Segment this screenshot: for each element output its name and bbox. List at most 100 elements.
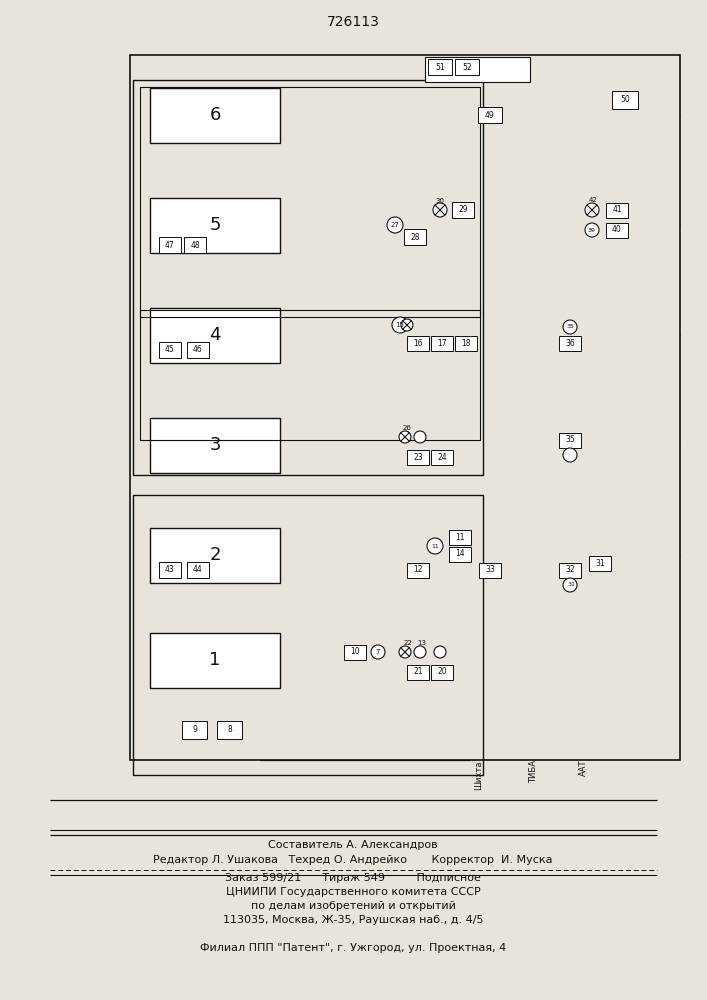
Bar bbox=[133, 80, 483, 475]
Text: 15: 15 bbox=[395, 322, 404, 328]
Circle shape bbox=[585, 203, 599, 217]
Text: 9: 9 bbox=[192, 726, 197, 734]
Bar bbox=[187, 562, 209, 578]
Circle shape bbox=[401, 319, 413, 331]
Text: 4: 4 bbox=[209, 326, 221, 344]
Text: 1: 1 bbox=[209, 651, 221, 669]
Text: 3: 3 bbox=[209, 436, 221, 454]
Bar bbox=[150, 633, 280, 688]
Circle shape bbox=[371, 645, 385, 659]
Bar bbox=[218, 721, 243, 739]
Circle shape bbox=[427, 538, 443, 554]
Text: 14: 14 bbox=[455, 550, 464, 558]
Text: 31: 31 bbox=[595, 558, 604, 568]
Text: 52: 52 bbox=[462, 62, 472, 72]
Bar bbox=[559, 432, 581, 448]
Text: 28: 28 bbox=[410, 232, 420, 241]
Bar bbox=[407, 562, 429, 578]
Bar bbox=[407, 336, 429, 351]
Bar bbox=[606, 202, 628, 218]
Text: 2: 2 bbox=[209, 546, 221, 564]
Bar bbox=[449, 546, 471, 562]
Text: 21: 21 bbox=[414, 668, 423, 676]
Bar bbox=[404, 229, 426, 245]
Bar bbox=[150, 88, 280, 143]
Text: 36: 36 bbox=[565, 338, 575, 348]
Bar bbox=[612, 91, 638, 109]
Bar bbox=[407, 450, 429, 464]
Text: 32: 32 bbox=[565, 566, 575, 574]
Circle shape bbox=[399, 646, 411, 658]
Bar bbox=[452, 202, 474, 218]
Bar bbox=[431, 664, 453, 680]
Bar bbox=[140, 87, 480, 317]
Text: 11: 11 bbox=[431, 544, 439, 548]
Text: Редактор Л. Ушакова   Техред О. Андрейко       Корректор  И. Муска: Редактор Л. Ушакова Техред О. Андрейко К… bbox=[153, 855, 553, 865]
Text: 12: 12 bbox=[414, 566, 423, 574]
Circle shape bbox=[399, 431, 411, 443]
Bar bbox=[150, 418, 280, 473]
Bar bbox=[150, 308, 280, 363]
Bar bbox=[431, 336, 453, 351]
Bar bbox=[431, 450, 453, 464]
Text: 10: 10 bbox=[350, 648, 360, 656]
Text: 5: 5 bbox=[209, 216, 221, 234]
Text: Филиал ППП "Патент", г. Ужгород, ул. Проектная, 4: Филиал ППП "Патент", г. Ужгород, ул. Про… bbox=[200, 943, 506, 953]
Bar bbox=[559, 562, 581, 578]
Circle shape bbox=[563, 320, 577, 334]
Bar bbox=[150, 528, 280, 583]
Text: Составитель А. Александров: Составитель А. Александров bbox=[268, 840, 438, 850]
Text: ТИБА: ТИБА bbox=[529, 760, 538, 783]
Bar bbox=[159, 237, 181, 253]
Text: 16: 16 bbox=[413, 338, 423, 348]
Circle shape bbox=[433, 203, 447, 217]
Bar bbox=[184, 237, 206, 253]
Text: 7: 7 bbox=[375, 649, 380, 655]
Bar bbox=[344, 645, 366, 660]
Text: 6: 6 bbox=[209, 106, 221, 124]
Circle shape bbox=[392, 317, 408, 333]
Text: 23: 23 bbox=[413, 452, 423, 462]
Text: 26: 26 bbox=[402, 425, 411, 431]
Circle shape bbox=[563, 448, 577, 462]
Bar bbox=[589, 556, 611, 570]
Text: 31: 31 bbox=[567, 582, 575, 587]
Text: 17: 17 bbox=[437, 338, 447, 348]
Bar bbox=[478, 107, 502, 123]
Bar bbox=[425, 57, 530, 82]
Bar bbox=[479, 562, 501, 578]
Text: 49: 49 bbox=[485, 110, 495, 119]
Text: ААТ: ААТ bbox=[579, 760, 588, 776]
Text: 40: 40 bbox=[612, 226, 622, 234]
Bar bbox=[182, 721, 207, 739]
Bar bbox=[455, 59, 479, 75]
Text: 42: 42 bbox=[589, 197, 597, 203]
Bar bbox=[455, 336, 477, 351]
Text: 50: 50 bbox=[620, 96, 630, 104]
Text: 20: 20 bbox=[437, 668, 447, 676]
Bar bbox=[407, 664, 429, 680]
Circle shape bbox=[387, 217, 403, 233]
Text: 35: 35 bbox=[565, 436, 575, 444]
Text: 44: 44 bbox=[193, 566, 203, 574]
Text: по делам изобретений и открытий: по делам изобретений и открытий bbox=[250, 901, 455, 911]
Bar bbox=[133, 495, 483, 775]
Bar bbox=[606, 223, 628, 237]
Text: 726113: 726113 bbox=[327, 15, 380, 29]
Circle shape bbox=[414, 431, 426, 443]
Bar bbox=[150, 198, 280, 253]
Bar bbox=[159, 562, 181, 578]
Circle shape bbox=[434, 646, 446, 658]
Text: 46: 46 bbox=[193, 346, 203, 355]
Circle shape bbox=[414, 646, 426, 658]
Bar bbox=[130, 55, 680, 760]
Text: 113035, Москва, Ж-35, Раушская наб., д. 4/5: 113035, Москва, Ж-35, Раушская наб., д. … bbox=[223, 915, 484, 925]
Text: 24: 24 bbox=[437, 452, 447, 462]
Text: 48: 48 bbox=[190, 240, 200, 249]
Text: 45: 45 bbox=[165, 346, 175, 355]
Text: 11: 11 bbox=[455, 532, 464, 542]
Text: 51: 51 bbox=[436, 62, 445, 72]
Text: 35: 35 bbox=[566, 324, 574, 330]
Text: Шихта: Шихта bbox=[474, 760, 483, 790]
Bar bbox=[449, 530, 471, 544]
